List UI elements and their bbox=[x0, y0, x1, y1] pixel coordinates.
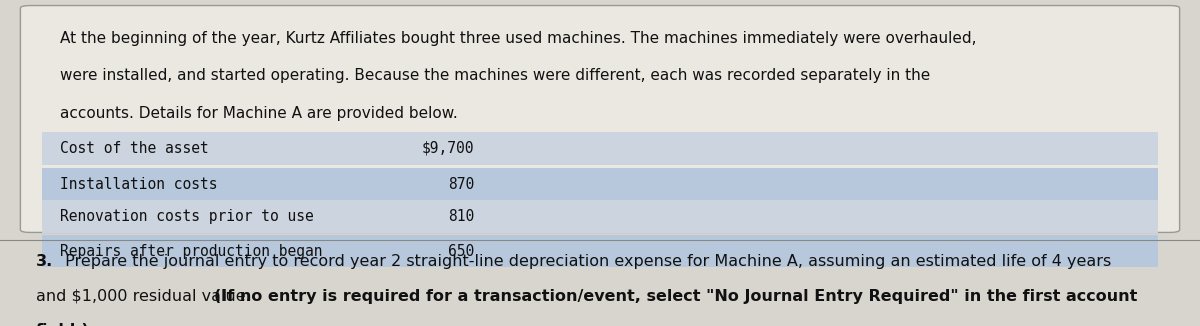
Text: 3.: 3. bbox=[36, 254, 53, 269]
Text: 870: 870 bbox=[448, 177, 474, 192]
Bar bbox=[42, 200, 1158, 233]
Text: 810: 810 bbox=[448, 209, 474, 224]
Text: Renovation costs prior to use: Renovation costs prior to use bbox=[60, 209, 313, 224]
Text: field.): field.) bbox=[36, 323, 90, 326]
Text: were installed, and started operating. Because the machines were different, each: were installed, and started operating. B… bbox=[60, 68, 930, 83]
Bar bbox=[42, 235, 1158, 267]
Bar bbox=[42, 168, 1158, 200]
Text: Repairs after production began: Repairs after production began bbox=[60, 244, 323, 259]
Text: and $1,000 residual value.: and $1,000 residual value. bbox=[36, 289, 256, 304]
Text: Installation costs: Installation costs bbox=[60, 177, 217, 192]
Text: accounts. Details for Machine A are provided below.: accounts. Details for Machine A are prov… bbox=[60, 106, 457, 121]
Bar bbox=[42, 132, 1158, 165]
Text: (If no entry is required for a transaction/event, select "No Journal Entry Requi: (If no entry is required for a transacti… bbox=[214, 289, 1136, 304]
Text: 650: 650 bbox=[448, 244, 474, 259]
Text: Prepare the journal entry to record year 2 straight-line depreciation expense fo: Prepare the journal entry to record year… bbox=[60, 254, 1111, 269]
Text: $9,700: $9,700 bbox=[421, 141, 474, 156]
Text: Cost of the asset: Cost of the asset bbox=[60, 141, 209, 156]
Text: At the beginning of the year, Kurtz Affiliates bought three used machines. The m: At the beginning of the year, Kurtz Affi… bbox=[60, 31, 977, 46]
FancyBboxPatch shape bbox=[20, 6, 1180, 232]
